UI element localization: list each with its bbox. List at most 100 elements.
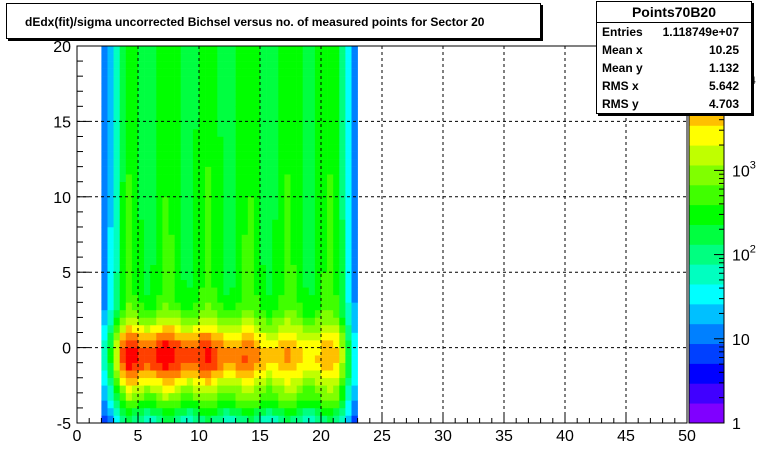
heatmap-cell xyxy=(211,385,218,394)
heatmap-cell xyxy=(241,219,249,228)
heatmap-cell xyxy=(150,332,157,341)
heatmap-cell xyxy=(241,76,249,84)
heatmap-cell xyxy=(278,174,285,183)
heatmap-cell xyxy=(333,272,340,281)
heatmap-cell xyxy=(180,415,188,424)
heatmap-cell xyxy=(101,181,108,190)
heatmap-cell xyxy=(302,385,310,394)
heatmap-cell xyxy=(235,362,242,371)
heatmap-cell xyxy=(235,400,242,409)
heatmap-cell xyxy=(284,355,291,363)
heatmap-cell xyxy=(327,294,334,303)
heatmap-cell xyxy=(247,279,255,288)
heatmap-cell xyxy=(156,324,163,333)
heatmap-cell xyxy=(144,407,151,416)
heatmap-cell xyxy=(296,128,303,137)
heatmap-cell xyxy=(284,121,291,130)
heatmap-cell xyxy=(235,211,242,220)
heatmap-cell xyxy=(211,166,218,175)
heatmap-cell xyxy=(333,302,340,311)
heatmap-cell xyxy=(119,174,127,183)
heatmap-cell xyxy=(278,166,285,175)
heatmap-cell xyxy=(144,204,151,213)
heatmap-cell xyxy=(211,91,218,100)
heatmap-cell xyxy=(290,347,297,356)
heatmap-cell xyxy=(351,53,358,62)
heatmap-cell xyxy=(180,46,188,54)
heatmap-cell xyxy=(217,68,224,77)
heatmap-cell xyxy=(150,76,157,84)
heatmap-cell xyxy=(284,385,291,394)
heatmap-cell xyxy=(278,113,285,122)
heatmap-cell xyxy=(241,279,249,288)
heatmap-cell xyxy=(308,317,316,326)
heatmap-cell xyxy=(321,98,328,107)
heatmap-cell xyxy=(119,166,127,175)
heatmap-cell xyxy=(339,355,346,363)
heatmap-cell xyxy=(180,287,188,296)
heatmap-cell xyxy=(138,46,145,54)
heatmap-cell xyxy=(333,204,340,213)
heatmap-cell xyxy=(253,189,261,198)
heatmap-cell xyxy=(223,144,230,152)
heatmap-cell xyxy=(253,279,261,288)
heatmap-cell xyxy=(150,106,157,115)
heatmap-cell xyxy=(119,219,127,228)
heatmap-cell xyxy=(150,46,157,54)
heatmap-cell xyxy=(162,324,169,333)
heatmap-cell xyxy=(217,76,224,84)
heatmap-cell xyxy=(260,332,267,341)
heatmap-cell xyxy=(296,166,303,175)
heatmap-cell xyxy=(223,83,230,92)
heatmap-cell xyxy=(211,242,218,250)
heatmap-cell xyxy=(339,136,346,145)
heatmap-cell xyxy=(107,113,114,122)
heatmap-cell xyxy=(327,91,334,100)
heatmap-cell xyxy=(321,91,328,100)
heatmap-cell xyxy=(186,76,194,84)
x-tick-label: 0 xyxy=(73,428,82,445)
heatmap-cell xyxy=(278,151,285,160)
heatmap-cell xyxy=(339,340,346,348)
heatmap-cell xyxy=(180,257,188,265)
heatmap-cell xyxy=(351,91,358,100)
heatmap-cell xyxy=(125,302,133,311)
heatmap-cell xyxy=(296,61,303,69)
heatmap-cell xyxy=(327,234,334,243)
heatmap-cell xyxy=(296,272,303,281)
heatmap-cell xyxy=(229,159,236,167)
heatmap-cell xyxy=(223,53,230,62)
heatmap-cell xyxy=(278,83,285,92)
heatmap-cell xyxy=(217,332,224,341)
heatmap-cell xyxy=(296,294,303,303)
heatmap-cell xyxy=(131,113,139,122)
heatmap-cell xyxy=(339,91,346,100)
heatmap-cell xyxy=(345,166,352,175)
heatmap-cell xyxy=(101,83,108,92)
heatmap-cell xyxy=(290,407,297,416)
heatmap-cell xyxy=(125,279,133,288)
heatmap-cell xyxy=(107,294,114,303)
heatmap-cell xyxy=(296,385,303,394)
heatmap-cell xyxy=(241,377,249,386)
heatmap-cell xyxy=(168,234,175,243)
heatmap-cell xyxy=(205,415,212,424)
heatmap-cell xyxy=(253,151,261,160)
heatmap-cell xyxy=(144,249,151,258)
heatmap-cell xyxy=(186,332,194,341)
heatmap-cell xyxy=(192,219,200,228)
heatmap-cell xyxy=(223,242,230,250)
heatmap-cell xyxy=(278,136,285,145)
heatmap-cell xyxy=(101,189,108,198)
heatmap-cell xyxy=(284,98,291,107)
heatmap-cell xyxy=(266,234,273,243)
heatmap-cell xyxy=(333,377,340,386)
heatmap-cell xyxy=(211,272,218,281)
heatmap-cell xyxy=(253,415,261,424)
heatmap-cell xyxy=(113,264,120,273)
heatmap-cell xyxy=(278,302,285,311)
heatmap-cell xyxy=(211,287,218,296)
heatmap-cell xyxy=(241,400,249,409)
heatmap-cell xyxy=(351,144,358,152)
heatmap-cell xyxy=(180,121,188,130)
